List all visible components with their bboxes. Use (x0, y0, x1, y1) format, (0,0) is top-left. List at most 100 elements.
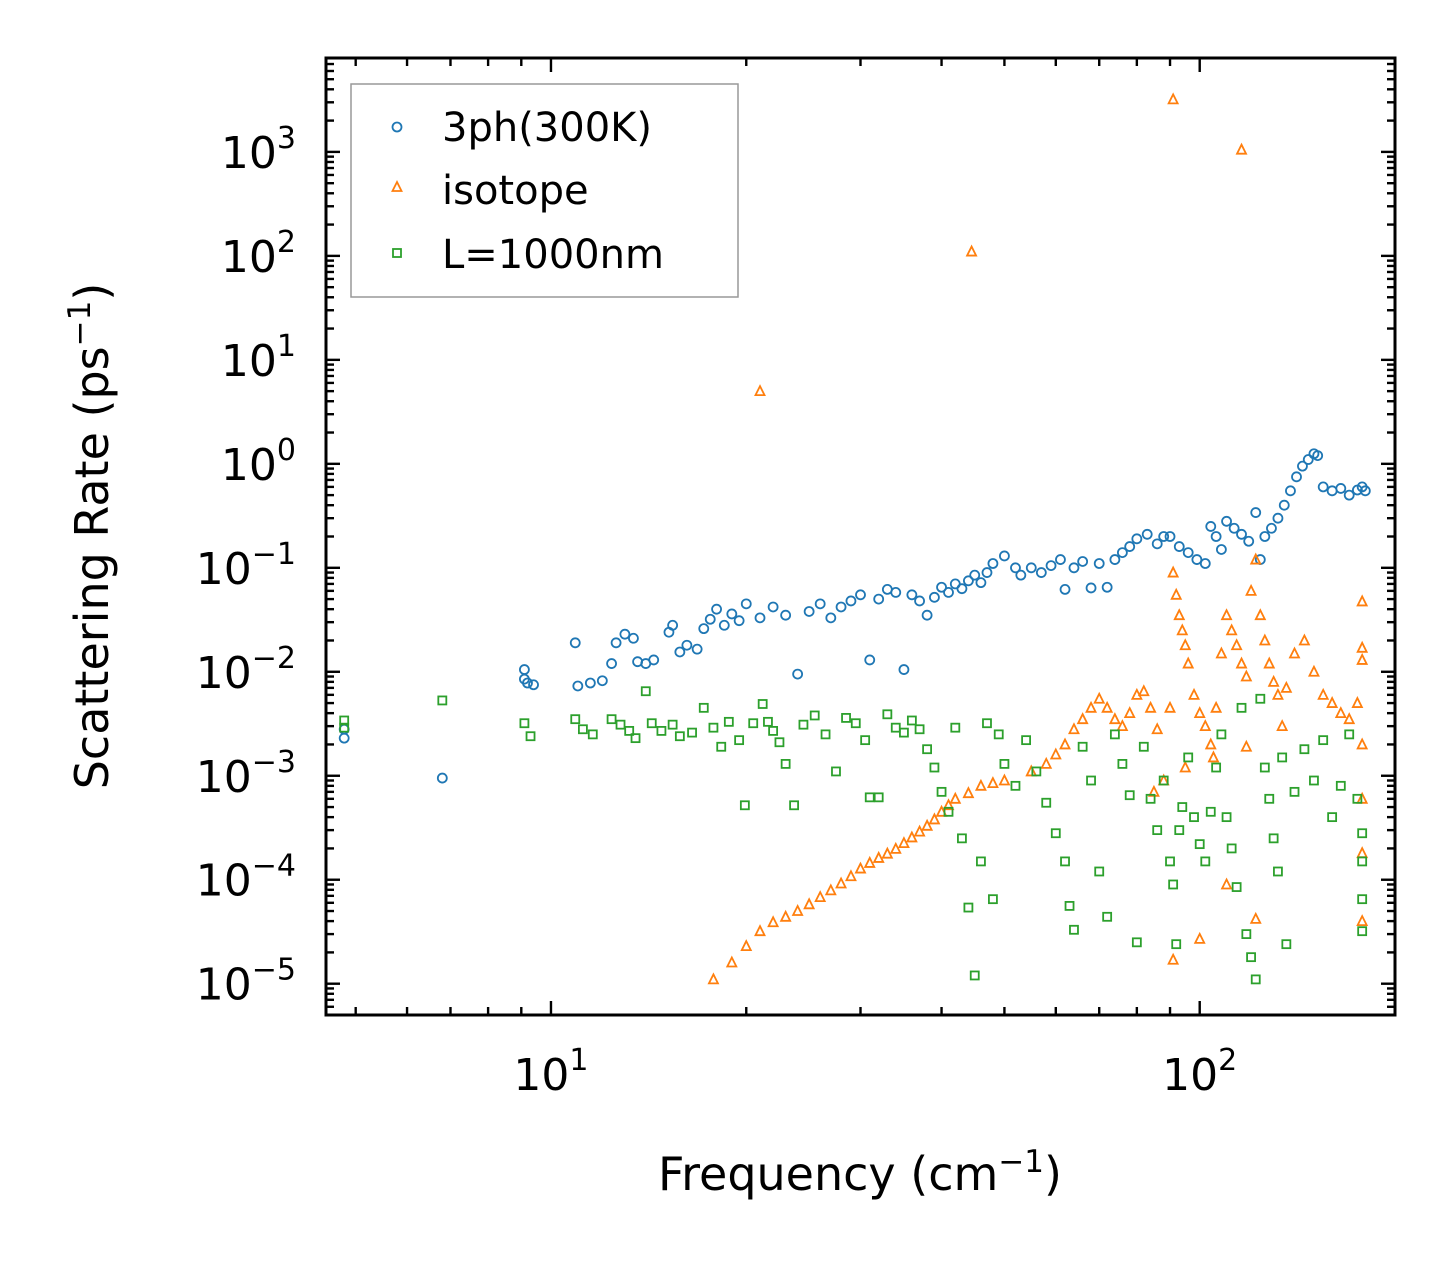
data-point (975, 577, 987, 589)
data-point (1179, 638, 1192, 651)
data-point (1193, 931, 1206, 944)
data-point (1068, 562, 1080, 574)
data-point (1236, 528, 1247, 540)
data-point (1035, 567, 1047, 578)
data-point (437, 695, 448, 706)
series-layer (338, 92, 1371, 985)
data-point (1145, 793, 1156, 804)
data-point (864, 654, 876, 666)
data-point (1335, 780, 1346, 791)
data-point (809, 710, 820, 721)
data-point (1093, 691, 1106, 704)
data-point (905, 830, 918, 843)
data-point (792, 668, 804, 680)
data-point (436, 772, 448, 784)
data-point (711, 603, 722, 615)
legend-marker-3ph (391, 121, 403, 133)
data-point (898, 664, 910, 675)
data-point (1164, 531, 1176, 542)
data-point (739, 800, 750, 811)
data-point (921, 818, 934, 831)
data-point (525, 731, 536, 742)
data-point (982, 718, 992, 729)
data-point (1085, 582, 1097, 594)
data-point (1177, 802, 1188, 812)
data-point (789, 800, 799, 811)
data-point (630, 733, 641, 744)
data-point (1245, 583, 1258, 596)
x-axis-label-exponent: −1 (998, 1144, 1044, 1180)
data-point (610, 637, 622, 649)
data-point (1288, 646, 1301, 659)
data-point (1086, 775, 1096, 786)
data-point (803, 897, 816, 910)
data-point (929, 762, 940, 773)
data-point (906, 715, 917, 726)
data-point (584, 677, 596, 689)
data-point (1236, 702, 1247, 713)
data-point (1357, 894, 1368, 905)
data-point (1344, 729, 1355, 740)
data-point (1312, 450, 1324, 461)
data-point (1266, 522, 1277, 534)
data-point (1059, 737, 1071, 750)
data-point (1173, 541, 1185, 552)
x-tick-label: 102 (1162, 1043, 1237, 1101)
data-point (963, 575, 974, 587)
legend-label-boundary: L=1000nm (442, 232, 664, 278)
data-point (1152, 825, 1163, 836)
legend-frame (350, 83, 739, 298)
data-point (1025, 764, 1038, 777)
data-point (969, 970, 980, 981)
data-point (1116, 719, 1129, 732)
data-point (1151, 538, 1163, 550)
data-point (1215, 646, 1228, 659)
data-point (1077, 556, 1089, 567)
data-point (1040, 756, 1053, 769)
data-point (1226, 843, 1237, 854)
data-point (1268, 833, 1279, 844)
data-point (698, 702, 709, 713)
data-point (1094, 866, 1105, 877)
data-point (624, 725, 635, 736)
data-point (1254, 608, 1267, 621)
data-point (1249, 552, 1262, 565)
data-point (986, 776, 999, 788)
data-point (1167, 952, 1180, 965)
data-point (640, 686, 651, 697)
data-point (780, 609, 792, 621)
data-point (1318, 735, 1329, 746)
data-point (1101, 700, 1114, 713)
data-point (733, 615, 745, 627)
data-point (1356, 594, 1369, 607)
data-point (1076, 712, 1089, 725)
y-axis-label: Scattering Rate (ps−1) (62, 283, 119, 790)
data-point (763, 716, 773, 727)
data-point (1299, 744, 1310, 755)
data-point (1216, 729, 1227, 740)
data-point (1144, 700, 1157, 713)
data-point (1059, 583, 1071, 595)
data-point (922, 744, 933, 755)
data-point (1210, 700, 1223, 713)
data-point (1191, 554, 1203, 565)
data-point (1165, 856, 1175, 867)
y-tick-label: 10−4 (196, 849, 296, 907)
data-point (1357, 926, 1368, 937)
data-point (1277, 752, 1288, 763)
data-point (1164, 700, 1176, 713)
data-point (1151, 722, 1164, 735)
data-point (956, 583, 968, 595)
data-point (1246, 952, 1256, 963)
data-point (725, 955, 738, 968)
data-point (1101, 581, 1113, 593)
data-point (338, 732, 350, 744)
data-point (943, 806, 954, 817)
data-point (1243, 535, 1255, 547)
y-tick-label: 10−2 (196, 641, 296, 699)
data-point (1343, 489, 1355, 501)
data-point (1176, 623, 1189, 636)
data-point (1124, 541, 1136, 552)
data-point (899, 727, 909, 738)
data-point (814, 890, 827, 903)
